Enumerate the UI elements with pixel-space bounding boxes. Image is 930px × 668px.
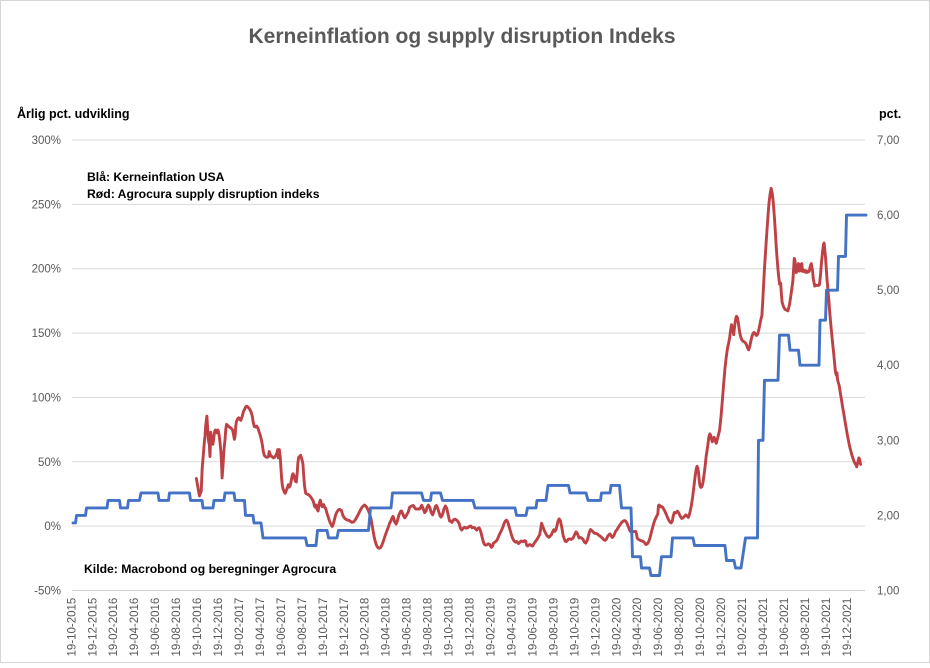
svg-text:Blå: Kerneinflation USA: Blå: Kerneinflation USA — [87, 170, 225, 184]
svg-text:19-12-2016: 19-12-2016 — [213, 598, 225, 657]
svg-text:19-08-2016: 19-08-2016 — [171, 598, 183, 657]
svg-text:19-06-2020: 19-06-2020 — [653, 598, 665, 657]
svg-text:19-06-2021: 19-06-2021 — [779, 598, 791, 657]
svg-text:19-12-2021: 19-12-2021 — [842, 598, 854, 657]
svg-text:19-12-2019: 19-12-2019 — [590, 598, 602, 657]
svg-text:19-12-2020: 19-12-2020 — [716, 598, 728, 657]
svg-text:19-04-2021: 19-04-2021 — [758, 598, 770, 657]
svg-text:19-04-2016: 19-04-2016 — [129, 598, 141, 657]
svg-text:0%: 0% — [44, 521, 61, 533]
svg-text:3,00: 3,00 — [877, 435, 899, 447]
svg-text:19-08-2019: 19-08-2019 — [548, 598, 560, 657]
svg-text:250%: 250% — [32, 199, 61, 211]
svg-text:150%: 150% — [32, 328, 61, 340]
svg-text:19-06-2016: 19-06-2016 — [150, 598, 162, 657]
svg-text:-50%: -50% — [34, 586, 61, 598]
svg-text:19-06-2017: 19-06-2017 — [276, 598, 288, 657]
svg-text:19-08-2020: 19-08-2020 — [674, 598, 686, 657]
svg-text:2,00: 2,00 — [877, 510, 899, 522]
svg-text:19-04-2019: 19-04-2019 — [507, 598, 519, 657]
svg-text:19-08-2021: 19-08-2021 — [800, 598, 812, 657]
svg-text:Årlig pct. udvikling: Årlig pct. udvikling — [17, 106, 130, 121]
svg-text:19-10-2020: 19-10-2020 — [695, 598, 707, 657]
svg-text:Rød: Agrocura supply disruptio: Rød: Agrocura supply disruption indeks — [87, 187, 320, 201]
svg-text:19-12-2017: 19-12-2017 — [339, 598, 351, 657]
svg-text:19-02-2021: 19-02-2021 — [737, 598, 749, 657]
svg-text:19-04-2017: 19-04-2017 — [255, 598, 267, 657]
svg-text:19-08-2018: 19-08-2018 — [423, 598, 435, 657]
svg-text:1,00: 1,00 — [877, 586, 899, 598]
svg-text:19-10-2019: 19-10-2019 — [569, 598, 581, 657]
svg-text:pct.: pct. — [879, 107, 901, 121]
svg-text:19-04-2018: 19-04-2018 — [381, 598, 393, 657]
svg-text:19-02-2017: 19-02-2017 — [234, 598, 246, 657]
svg-text:19-02-2016: 19-02-2016 — [108, 598, 120, 657]
svg-text:19-12-2018: 19-12-2018 — [465, 598, 477, 657]
svg-text:19-10-2017: 19-10-2017 — [318, 598, 330, 657]
svg-text:19-08-2017: 19-08-2017 — [297, 598, 309, 657]
svg-text:19-04-2020: 19-04-2020 — [632, 598, 644, 657]
svg-text:200%: 200% — [32, 264, 61, 276]
svg-text:Kerneinflation og supply disru: Kerneinflation og supply disruption Inde… — [248, 25, 675, 48]
svg-text:19-02-2020: 19-02-2020 — [611, 598, 623, 657]
svg-text:Kilde: Macrobond og beregninge: Kilde: Macrobond og beregninger Agrocura — [84, 562, 336, 576]
svg-text:19-10-2016: 19-10-2016 — [192, 598, 204, 657]
svg-text:19-06-2019: 19-06-2019 — [527, 598, 539, 657]
svg-text:5,00: 5,00 — [877, 285, 899, 297]
svg-text:19-02-2018: 19-02-2018 — [360, 598, 372, 657]
svg-text:19-06-2018: 19-06-2018 — [402, 598, 414, 657]
svg-text:19-10-2021: 19-10-2021 — [821, 598, 833, 657]
svg-text:100%: 100% — [32, 392, 61, 404]
svg-text:4,00: 4,00 — [877, 360, 899, 372]
svg-text:6,00: 6,00 — [877, 210, 899, 222]
svg-text:7,00: 7,00 — [877, 135, 899, 147]
svg-text:19-10-2015: 19-10-2015 — [66, 598, 78, 657]
svg-text:300%: 300% — [32, 135, 61, 147]
svg-text:19-10-2018: 19-10-2018 — [444, 598, 456, 657]
svg-text:50%: 50% — [38, 457, 61, 469]
svg-text:19-02-2019: 19-02-2019 — [486, 598, 498, 657]
svg-text:19-12-2015: 19-12-2015 — [87, 598, 99, 657]
